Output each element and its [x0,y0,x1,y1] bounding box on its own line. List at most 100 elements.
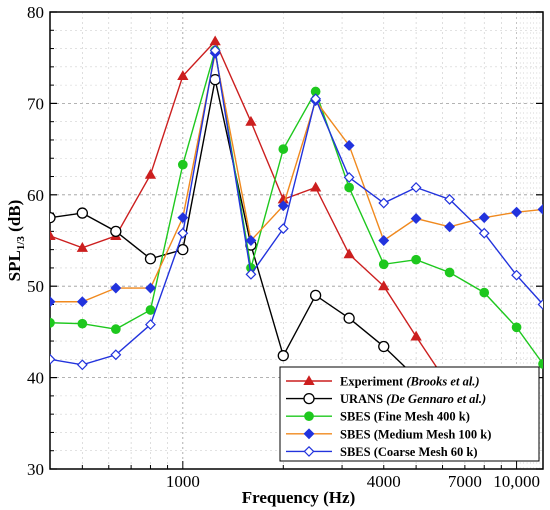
data-point [310,93,322,105]
data-point [378,259,389,270]
data-point [50,230,56,240]
y-tick-label: 40 [27,369,44,388]
series-lines [50,35,543,437]
data-point [478,227,490,239]
data-point [76,359,88,371]
data-point [145,282,156,294]
data-point [303,428,315,440]
data-point [303,445,315,457]
data-point [76,207,88,219]
data-point [144,168,157,179]
data-point [538,359,543,369]
series-4 [50,44,543,371]
data-point [245,268,257,280]
series-2 [50,45,543,369]
series-0 [50,35,490,437]
legend: Experiment (Brooks et al.) URANS (De Genn… [279,366,540,462]
data-point [304,411,314,422]
data-point [110,282,122,294]
data-point [410,213,422,225]
data-point [145,305,156,315]
plot-frame [49,11,544,470]
y-tick-label: 30 [27,460,44,479]
legend-entry: SBES (Fine Mesh 400 k) [286,410,470,424]
data-point [278,144,289,154]
data-point [411,254,421,265]
data-point [303,375,315,386]
data-point [50,296,56,308]
series-line [50,50,543,365]
data-point [76,296,88,308]
data-point [378,280,390,291]
axes: 30 40 50 60 70 80 1000 4000 7000 10,000 [27,3,543,491]
data-point [277,200,289,212]
data-point [277,223,289,235]
series-line [50,79,431,388]
data-point [343,248,355,259]
legend-entry: SBES (Coarse Mesh 60 k) [286,445,478,459]
legend-box [279,366,540,462]
data-point [303,392,315,405]
legend-entry: SBES (Medium Mesh 100 k) [286,427,491,441]
data-point [343,139,355,151]
data-point [537,203,543,215]
y-tick-label: 60 [27,186,44,205]
data-point [343,171,355,183]
y-tick-label: 50 [27,277,44,296]
data-point [77,318,88,329]
data-point [478,212,490,224]
data-point [277,350,289,362]
data-point [511,206,523,218]
data-point [444,193,456,205]
data-point [309,289,322,301]
y-tick-label: 80 [27,3,44,22]
data-point [444,267,455,278]
data-point [144,253,157,265]
data-point [50,212,56,224]
data-point [110,324,121,335]
legend-entry: Experiment (Brooks et al.) [286,375,480,389]
x-tick-label: 7000 [448,472,482,491]
legend-label: Experiment (Brooks et al.) [340,375,480,389]
data-point [410,330,422,341]
data-point [110,225,122,238]
data-point [378,197,390,209]
data-point [209,35,221,46]
data-point [245,235,257,246]
x-axis-title: Frequency (Hz) [242,488,355,507]
x-tick-label: 4000 [367,472,401,491]
data-point [50,317,55,328]
data-point [110,349,122,361]
data-point [410,182,422,193]
data-point [343,312,355,324]
series-line [50,50,543,366]
data-point [177,243,189,256]
data-point [177,159,188,170]
series-line [50,52,543,303]
data-point [444,221,456,233]
data-point [177,227,189,239]
data-point [50,353,56,365]
data-point [344,182,354,193]
series-3 [50,47,543,308]
y-tick-label: 70 [27,94,44,113]
legend-label: SBES (Medium Mesh 100 k) [340,427,491,441]
data-point [378,340,390,353]
legend-label: URANS (De Gennaro et al.) [340,392,486,406]
series-1 [50,73,436,393]
data-point [177,70,189,81]
data-point [209,44,221,56]
y-axis-title: SPL1/3 (dB) [5,200,27,282]
legend-label: SBES (Coarse Mesh 60 k) [340,445,478,459]
data-point [245,115,257,126]
data-point [511,322,522,333]
series-line [50,39,485,433]
data-point [479,287,490,298]
x-tick-label: 10,000 [493,472,540,491]
legend-label: SBES (Fine Mesh 400 k) [340,410,470,424]
data-point [511,269,523,281]
data-point [145,319,156,331]
legend-entry: URANS (De Gennaro et al.) [286,392,486,406]
data-point [309,181,322,192]
